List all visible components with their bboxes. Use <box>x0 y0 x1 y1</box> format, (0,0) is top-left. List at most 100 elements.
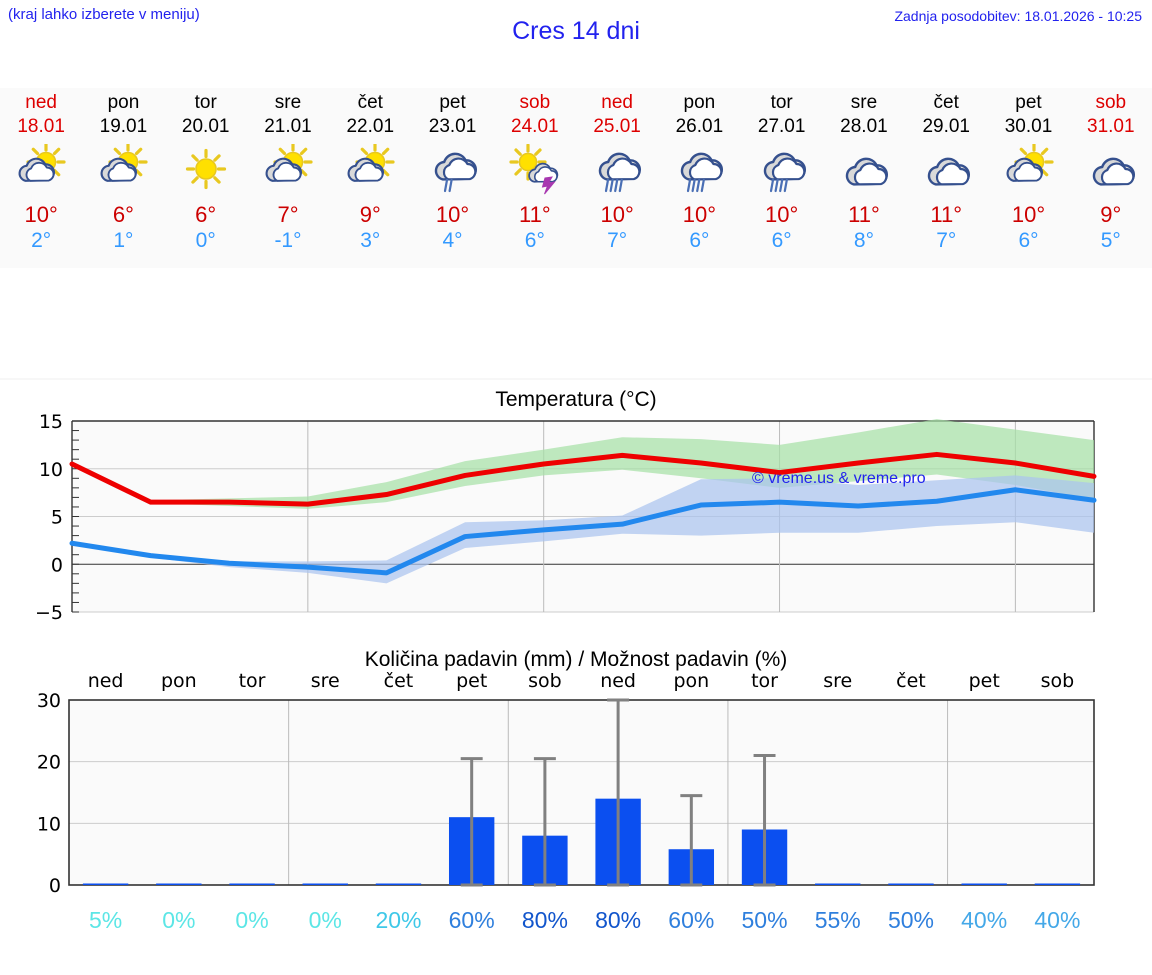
forecast-temp-max: 10° <box>1011 202 1046 227</box>
forecast-temp-min: 5° <box>1100 229 1121 252</box>
precipitation-bar <box>156 883 202 885</box>
cloud-rain-icon <box>658 139 740 201</box>
forecast-temp-max: 6° <box>112 202 134 227</box>
precipitation-probability-label: 55% <box>815 907 861 933</box>
svg-text:tor: tor <box>751 670 778 692</box>
forecast-temp-max: 11° <box>519 202 551 227</box>
forecast-temp-max: 11° <box>930 202 963 227</box>
forecast-temp-max: 10° <box>24 202 58 227</box>
precipitation-probability-label: 80% <box>595 907 641 933</box>
forecast-temp-min: 6° <box>1018 229 1039 252</box>
forecast-temp-max: 7° <box>277 202 299 227</box>
svg-text:pet: pet <box>969 670 1000 692</box>
svg-text:sre: sre <box>311 670 340 692</box>
menu-hint-text: (kraj lahko izberete v meniju) <box>8 6 200 23</box>
forecast-day-column: sre 28.01 11° 8° <box>823 88 905 268</box>
precipitation-probability-label: 50% <box>888 907 934 933</box>
forecast-day-name: čet <box>357 92 383 113</box>
precipitation-probability-label: 60% <box>668 907 714 933</box>
precipitation-chart: Količina padavin (mm) / Možnost padavin … <box>0 640 1152 960</box>
forecast-day-column: sob 31.01 9° 5° <box>1070 88 1152 268</box>
forecast-day-date: 19.01 <box>99 116 148 137</box>
forecast-day-date: 27.01 <box>757 116 806 137</box>
divider-line <box>0 378 1152 380</box>
precipitation-probability-label: 0% <box>309 907 342 933</box>
forecast-day-name: ned <box>601 92 633 113</box>
precipitation-chart-title: Količina padavin (mm) / Možnost padavin … <box>364 648 788 671</box>
forecast-day-date: 29.01 <box>922 116 970 137</box>
svg-text:sob: sob <box>528 670 562 692</box>
forecast-temp-min: 6° <box>771 229 792 252</box>
forecast-day-name: čet <box>933 92 959 113</box>
forecast-day-column: sre 21.01 7° -1° <box>247 88 329 268</box>
svg-text:ned: ned <box>88 670 124 692</box>
svg-text:pon: pon <box>161 670 197 692</box>
precipitation-bar <box>961 883 1007 885</box>
forecast-temp-max: 6° <box>195 202 217 227</box>
forecast-day-column: čet 22.01 9° 3° <box>329 88 411 268</box>
precipitation-probability-label: 20% <box>375 907 421 933</box>
forecast-day-column: pet 23.01 10° 4° <box>411 88 493 268</box>
forecast-day-date: 21.01 <box>264 116 312 137</box>
precipitation-bar <box>1034 883 1081 885</box>
forecast-temp-min: 6° <box>689 229 710 252</box>
svg-text:čet: čet <box>384 670 414 692</box>
forecast-day-date: 23.01 <box>428 116 477 137</box>
forecast-temp-min: 7° <box>936 229 957 252</box>
precipitation-probability-label: 5% <box>89 907 122 933</box>
temperature-chart-svg: −5 0 5 10 15 <box>35 411 1097 624</box>
forecast-day-column: ned 18.01 10° 2° <box>0 88 82 268</box>
forecast-day-column: pet 30.01 10° 6° <box>987 88 1069 268</box>
forecast-temp-max: 10° <box>682 202 717 227</box>
precipitation-probability-label: 0% <box>162 907 195 933</box>
page-title: Cres 14 dni <box>512 17 640 45</box>
forecast-temp-max: 9° <box>1100 202 1122 227</box>
svg-text:tor: tor <box>239 670 266 692</box>
precipitation-bar <box>375 883 422 885</box>
sun-behind-cloud-icon <box>82 139 164 201</box>
precipitation-bar <box>888 883 934 885</box>
forecast-day-column: pon 26.01 10° 6° <box>658 88 740 268</box>
forecast-day-date: 26.01 <box>675 116 724 137</box>
svg-text:15: 15 <box>39 411 63 433</box>
forecast-temp-max: 11° <box>848 202 880 227</box>
forecast-day-name: pet <box>1015 92 1042 113</box>
svg-text:5: 5 <box>51 507 63 529</box>
forecast-day-date: 28.01 <box>840 116 888 137</box>
forecast-temp-max: 10° <box>435 202 470 227</box>
forecast-day-name: pet <box>439 92 466 113</box>
forecast-day-name: sre <box>850 92 878 113</box>
forecast-day-column: tor 20.01 6° 0° <box>165 88 247 268</box>
sun-behind-cloud-icon <box>329 139 411 201</box>
sun-icon <box>165 139 247 201</box>
temperature-chart-title: Temperatura (°C) <box>495 388 657 411</box>
svg-text:sre: sre <box>823 670 852 692</box>
svg-text:30: 30 <box>37 690 61 712</box>
svg-text:pon: pon <box>673 670 709 692</box>
svg-text:0: 0 <box>51 554 63 576</box>
forecast-temp-min: 3° <box>360 229 381 252</box>
temperature-chart: Temperatura (°C) −5 0 5 10 15 © vreme.us & v… <box>0 380 1152 630</box>
precipitation-bar <box>82 883 129 885</box>
forecast-temp-min: 7° <box>607 229 628 252</box>
forecast-temp-min: -1° <box>274 229 302 252</box>
forecast-day-name: ned <box>25 92 57 113</box>
sun-behind-cloud-icon <box>0 139 82 201</box>
forecast-day-name: sob <box>1095 92 1127 113</box>
forecast-day-date: 20.01 <box>181 116 230 137</box>
daily-forecast-strip: ned 18.01 10° 2° pon 19.01 6° 1° tor 20.01 6° 0° s… <box>0 88 1152 268</box>
forecast-day-column: pon 19.01 6° 1° <box>82 88 164 268</box>
forecast-temp-min: 6° <box>524 229 545 252</box>
sun-thunderstorm-icon <box>494 139 576 201</box>
svg-text:sob: sob <box>1041 670 1075 692</box>
forecast-day-name: tor <box>770 92 793 113</box>
precipitation-probability-label: 80% <box>522 907 568 933</box>
precipitation-probability-label: 40% <box>1034 907 1080 933</box>
forecast-temp-min: 0° <box>195 229 216 252</box>
forecast-day-date: 24.01 <box>511 116 559 137</box>
svg-text:ned: ned <box>600 670 636 692</box>
page-header: (kraj lahko izberete v meniju) Cres 14 d… <box>0 0 1152 88</box>
forecast-day-date: 18.01 <box>17 116 65 137</box>
forecast-temp-max: 9° <box>359 202 381 227</box>
precipitation-bar <box>229 883 275 885</box>
